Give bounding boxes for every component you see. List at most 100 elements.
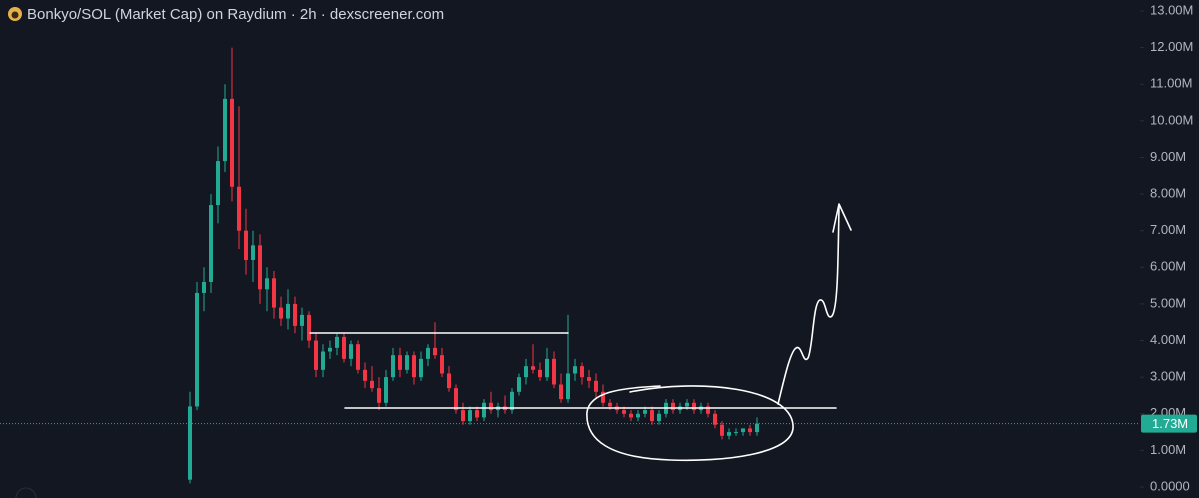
candle-body	[608, 402, 612, 407]
candle-body	[433, 347, 437, 356]
candle-body	[594, 380, 598, 392]
candle-body	[713, 413, 717, 425]
candle-body	[342, 336, 346, 359]
candle-body	[321, 351, 325, 370]
candle-body	[468, 410, 472, 422]
candle-body	[461, 410, 465, 422]
corner-icon	[15, 487, 37, 498]
candle-body	[202, 281, 206, 293]
y-tick-label: 3.00M	[1150, 369, 1186, 384]
candle-body	[629, 413, 633, 418]
y-tick-label: 8.00M	[1150, 186, 1186, 201]
y-tick-label: 5.00M	[1150, 295, 1186, 310]
candle-body	[601, 391, 605, 403]
candle-body	[230, 98, 234, 187]
candle-body	[692, 402, 696, 411]
candle-body	[636, 413, 640, 418]
candle-body	[216, 161, 220, 206]
y-tick-label: 4.00M	[1150, 332, 1186, 347]
candle-body	[552, 358, 556, 385]
last-price-label: 1.73M	[1152, 416, 1188, 431]
candle-body	[706, 406, 710, 414]
token-icon-detail	[11, 11, 19, 19]
y-tick-label: 11.00M	[1150, 76, 1192, 91]
candle-body	[328, 347, 332, 352]
y-tick-label: 13.00M	[1150, 2, 1193, 17]
candle-body	[685, 402, 689, 407]
candle-body	[538, 369, 542, 378]
candle-body	[349, 344, 353, 359]
candle-body	[272, 278, 276, 308]
candle-body	[300, 314, 304, 326]
candle-body	[405, 355, 409, 370]
candle-body	[517, 377, 521, 392]
candle-body	[748, 428, 752, 433]
candle-body	[188, 406, 192, 480]
candle-body	[650, 410, 654, 422]
candle-body	[727, 432, 731, 436]
y-tick-label: 10.00M	[1150, 112, 1193, 127]
candle-body	[643, 410, 647, 414]
candle-body	[524, 366, 528, 378]
candle-body	[580, 366, 584, 378]
candle-body	[195, 292, 199, 407]
candle-body	[734, 432, 738, 434]
candle-body	[363, 369, 367, 381]
candle-body	[356, 344, 360, 370]
candle-body	[209, 205, 213, 282]
candle-body	[545, 358, 549, 378]
arrow-drawing	[777, 205, 840, 405]
candle-body	[377, 388, 381, 403]
last-price-box	[1141, 414, 1197, 433]
candle-body	[293, 303, 297, 326]
candle-body	[531, 366, 535, 370]
circle-drawing	[586, 385, 794, 462]
candle-body	[391, 355, 395, 378]
candle-body	[307, 314, 311, 341]
candle-body	[587, 377, 591, 381]
candle-body	[223, 98, 227, 162]
candle-body	[314, 340, 318, 370]
y-tick-label: 0.0000	[1150, 478, 1190, 493]
candle-body	[335, 336, 339, 348]
candle-body	[755, 423, 759, 433]
candle-body	[482, 402, 486, 418]
candle-body	[510, 391, 514, 411]
candle-body	[454, 388, 458, 411]
candle-body	[657, 413, 661, 422]
candle-body	[741, 428, 745, 433]
candle-body	[370, 380, 374, 389]
candle-body	[559, 384, 563, 400]
arrow-head	[832, 203, 852, 233]
candle-body	[258, 245, 262, 290]
candle-body	[251, 245, 255, 260]
candle-body	[622, 410, 626, 414]
candle-body	[286, 303, 290, 319]
candle-body	[398, 355, 402, 370]
candle-body	[566, 373, 570, 400]
candle-body	[475, 410, 479, 418]
y-tick-label: 12.00M	[1150, 39, 1193, 54]
candle-body	[244, 230, 248, 260]
candle-body	[419, 358, 423, 378]
chart-title: Bonkyo/SOL (Market Cap) on Raydium · 2h …	[27, 6, 444, 23]
candle-body	[279, 307, 283, 319]
candle-body	[720, 424, 724, 436]
candle-body	[489, 402, 493, 411]
candle-body	[384, 377, 388, 403]
y-tick-label: 1.00M	[1150, 442, 1186, 457]
candle-body	[671, 402, 675, 411]
y-tick-label: 7.00M	[1150, 222, 1186, 237]
candle-body	[426, 347, 430, 359]
drawings	[309, 203, 852, 462]
candle-body	[447, 373, 451, 389]
candle-body	[237, 186, 241, 231]
y-tick-label: 6.00M	[1150, 259, 1186, 274]
candle-body	[265, 278, 269, 290]
candle-body	[573, 366, 577, 374]
candle-body	[412, 355, 416, 378]
